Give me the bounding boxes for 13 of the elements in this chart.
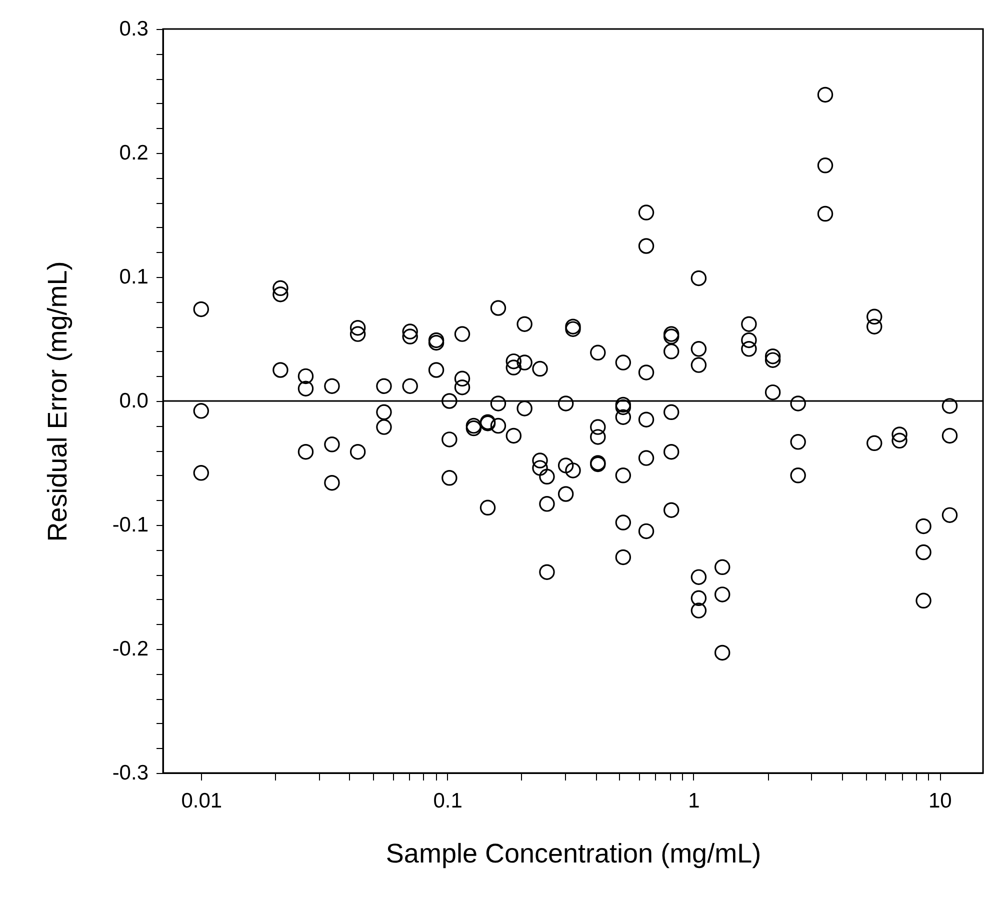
- y-tick-label: -0.3: [112, 762, 148, 784]
- x-tick-label: 0.01: [181, 790, 222, 812]
- y-tick-label: 0.3: [119, 18, 148, 40]
- x-tick-label: 0.1: [433, 790, 462, 812]
- x-axis-title: Sample Concentration (mg/mL): [386, 838, 762, 868]
- x-tick-label: 10: [928, 790, 952, 812]
- y-tick-label: 0.1: [119, 266, 148, 288]
- y-axis-title: Residual Error (mg/mL): [42, 261, 72, 542]
- x-tick-label: 1: [688, 790, 700, 812]
- y-tick-label: -0.1: [112, 514, 148, 536]
- y-tick-label: 0.0: [119, 390, 148, 412]
- y-tick-label: -0.2: [112, 638, 148, 660]
- y-tick-label: 0.2: [119, 142, 148, 164]
